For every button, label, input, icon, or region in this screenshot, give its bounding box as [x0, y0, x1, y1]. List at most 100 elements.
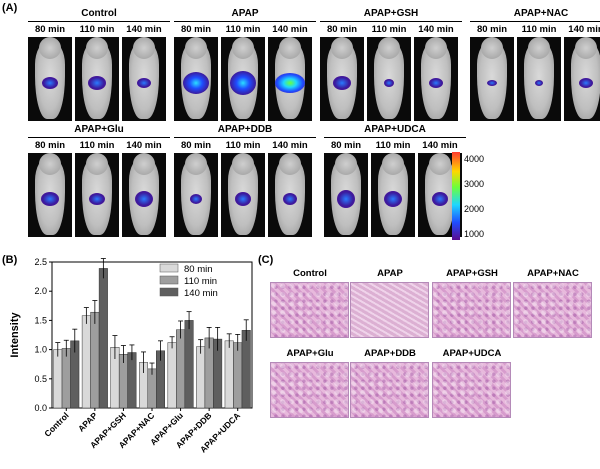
bar: [61, 348, 71, 409]
group-divider: [28, 21, 170, 22]
fluorescence-signal: [88, 76, 106, 90]
fluorescence-signal: [137, 78, 151, 88]
bar: [196, 346, 206, 409]
time-label: 80 min: [476, 24, 508, 35]
intensity-bar-chart: 0.0 0.5 1.0 1.5 2.0 2.5 Intensity Control APAP AP…: [0, 250, 262, 464]
panel-label-c: (C): [258, 254, 274, 266]
histology-title: APAP+NAC: [527, 268, 579, 279]
panel-label-a: (A): [2, 2, 18, 14]
fluorescence-signal: [432, 192, 448, 206]
bar: [81, 315, 91, 409]
fluorescence-signal: [89, 193, 105, 205]
imaging-group-title: APAP+UDCA: [364, 124, 426, 135]
y-tick-label: 0.5: [34, 374, 47, 384]
fluorescence-signal: [487, 80, 497, 86]
group-divider: [28, 137, 170, 138]
time-label: 140 min: [272, 24, 308, 35]
group-divider: [174, 21, 316, 22]
histology-title: APAP+GSH: [446, 268, 498, 279]
mouse-image: [320, 37, 364, 121]
time-label: 140 min: [422, 140, 458, 151]
bar: [176, 329, 186, 409]
y-tick-label: 1.0: [34, 345, 47, 355]
imaging-group-title: APAP+GSH: [363, 8, 419, 19]
imaging-group-title: APAP: [231, 8, 259, 19]
y-tick-label: 2.0: [34, 286, 47, 296]
histology-title: APAP+DDB: [364, 348, 416, 359]
bar: [147, 368, 157, 409]
x-tick-label: Control: [42, 410, 70, 438]
y-axis-label: Intensity: [9, 312, 21, 358]
panel-label-b: (B): [2, 254, 18, 266]
fluorescence-signal: [283, 193, 297, 205]
fluorescence-signal: [230, 71, 256, 95]
imaging-group-title: APAP+NAC: [513, 8, 569, 19]
mouse-image: [414, 37, 458, 121]
mouse-image: [324, 153, 368, 237]
group-divider: [174, 137, 316, 138]
mouse-image: [517, 37, 561, 121]
mouse-image: [367, 37, 411, 121]
mouse-image: [75, 37, 119, 121]
mouse-image: [470, 37, 514, 121]
mouse-image: [174, 37, 218, 121]
fluorescence-signal: [135, 191, 153, 207]
group-divider: [470, 21, 600, 22]
time-label: 140 min: [272, 140, 308, 151]
y-tick-label: 0.0: [34, 403, 47, 413]
colorbar-tick: 1000: [464, 229, 485, 239]
bar: [90, 311, 100, 409]
bar: [233, 342, 243, 409]
bar: [53, 349, 63, 409]
bar: [184, 320, 194, 409]
legend-swatch: [159, 287, 179, 297]
mouse-image: [75, 153, 119, 237]
fluorescence-signal: [42, 77, 58, 89]
time-label: 80 min: [330, 140, 362, 151]
mouse-image: [122, 37, 166, 121]
time-label: 80 min: [326, 24, 358, 35]
fluorescence-signal: [190, 194, 202, 204]
time-label: 110 min: [521, 24, 557, 35]
mouse-image: [122, 153, 166, 237]
mouse-image: [268, 153, 312, 237]
bar: [224, 340, 234, 409]
time-label: 80 min: [180, 24, 212, 35]
fluorescence-signal: [333, 76, 351, 90]
fluorescence-signal: [384, 79, 394, 87]
histology-image: [432, 282, 511, 338]
time-label: 110 min: [79, 24, 115, 35]
bar: [241, 330, 251, 409]
y-tick-label: 2.5: [34, 257, 47, 267]
fluorescence-signal: [337, 190, 355, 208]
histology-title: APAP+UDCA: [442, 348, 502, 359]
time-label: 80 min: [34, 24, 66, 35]
bar: [127, 352, 137, 409]
colorbar-tick: 2000: [464, 204, 485, 214]
fluorescence-signal: [41, 192, 59, 206]
bar: [167, 342, 177, 409]
legend-label: 140 min: [184, 288, 218, 299]
mouse-image: [221, 37, 265, 121]
histology-image: [432, 362, 511, 418]
histology-title: APAP: [377, 268, 403, 279]
time-label: 110 min: [79, 140, 115, 151]
mouse-image: [174, 153, 218, 237]
histology-title: APAP+Glu: [286, 348, 334, 359]
time-label: 140 min: [568, 24, 600, 35]
time-label: 140 min: [418, 24, 454, 35]
imaging-group-title: APAP+DDB: [217, 124, 273, 135]
mouse-image: [371, 153, 415, 237]
group-divider: [324, 137, 466, 138]
histology-image: [270, 282, 349, 338]
time-label: 80 min: [180, 140, 212, 151]
fluorescence-signal: [275, 73, 305, 93]
fluorescence-signal: [579, 78, 593, 88]
time-label: 140 min: [126, 140, 162, 151]
mouse-image: [221, 153, 265, 237]
legend-label: 80 min: [184, 264, 213, 275]
histology-image: [513, 282, 592, 338]
time-label: 110 min: [375, 140, 411, 151]
colorbar-tick: 3000: [464, 179, 485, 189]
